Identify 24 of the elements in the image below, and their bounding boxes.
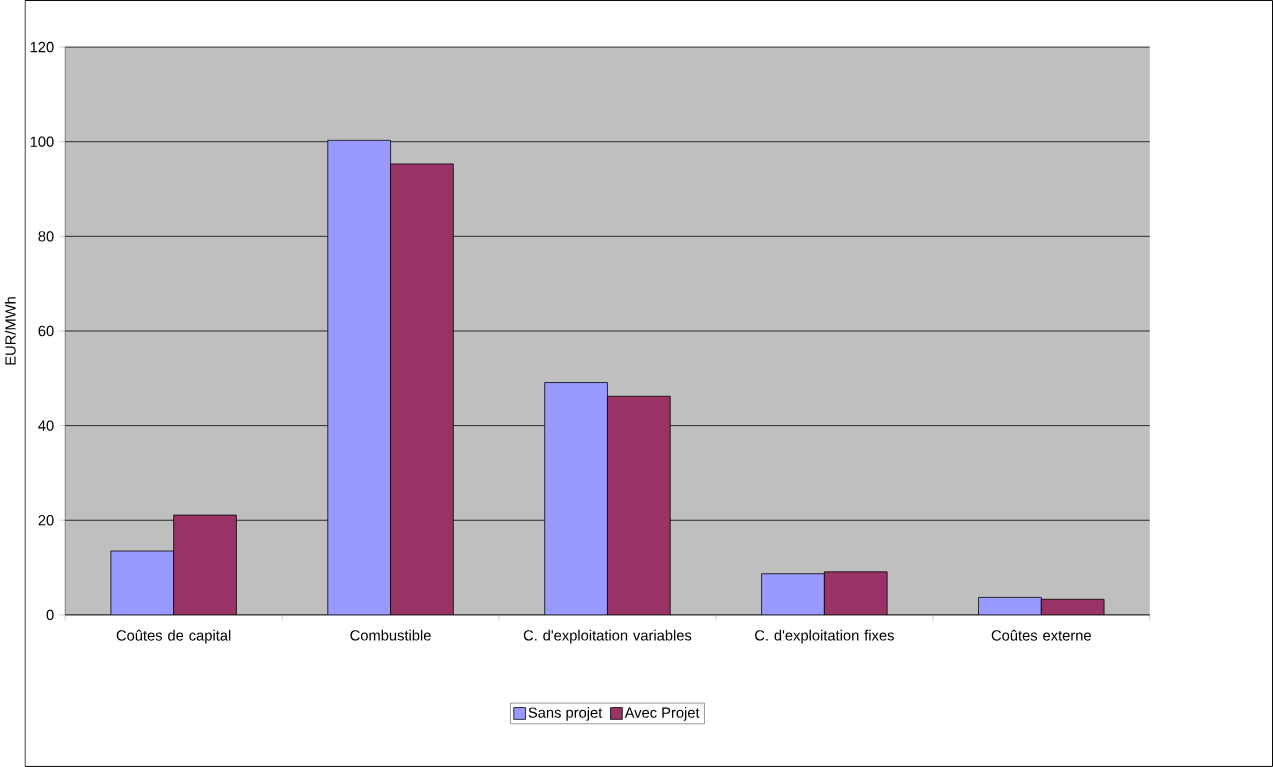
y-tick-label: 40 xyxy=(38,420,54,431)
bar xyxy=(607,395,671,615)
y-tick-label: 120 xyxy=(30,41,54,53)
x-tick-label: Coûtes de capital xyxy=(116,629,231,644)
y-tick-label: 80 xyxy=(38,231,54,242)
bar xyxy=(390,163,454,615)
x-tick-label: Combustible xyxy=(350,629,431,641)
x-tick-label: C. d'exploitation variables xyxy=(523,629,692,644)
y-tick-label: 60 xyxy=(38,325,54,337)
bar xyxy=(761,573,825,615)
bar xyxy=(544,382,608,615)
x-tick-label: Coûtes externe xyxy=(991,629,1091,641)
bar xyxy=(824,571,888,615)
bar xyxy=(173,514,237,615)
y-axis-title: EUR/MWh xyxy=(4,297,16,365)
y-tick-label: 0 xyxy=(46,609,54,621)
legend-label: Sans projet xyxy=(528,707,603,721)
bar xyxy=(327,139,391,615)
y-tick-label: 100 xyxy=(30,136,54,147)
bar xyxy=(978,597,1042,615)
bar xyxy=(110,550,175,615)
y-tick-label: 20 xyxy=(38,515,54,526)
legend-label: Avec Projet xyxy=(624,707,700,721)
x-tick-label: C. d'exploitation fixes xyxy=(755,629,894,644)
